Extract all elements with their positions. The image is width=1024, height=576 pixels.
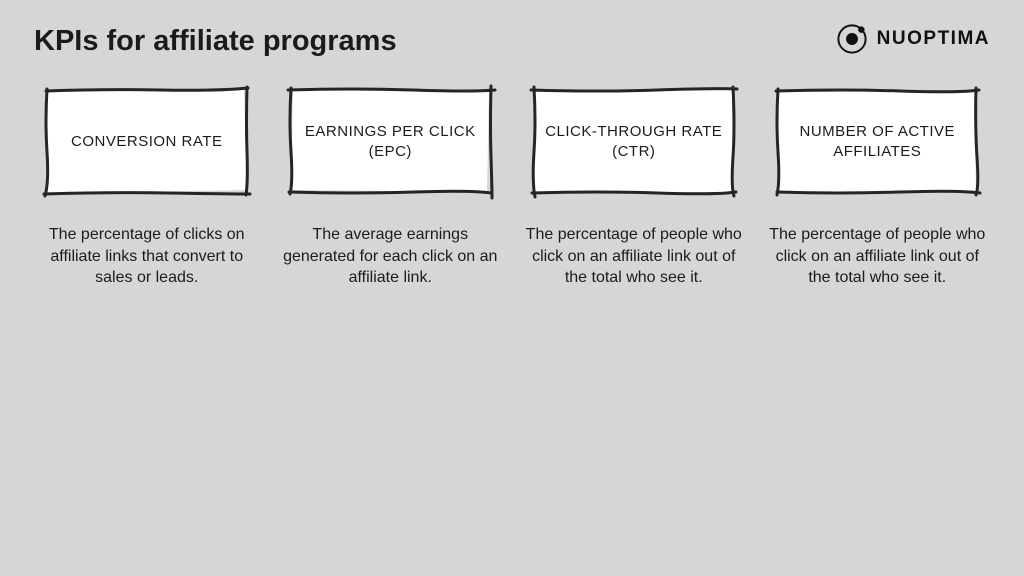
kpi-card-box: EARNINGS PER CLICK (EPC) (283, 82, 497, 202)
kpi-card-desc: The average earnings generated for each … (278, 224, 504, 289)
kpi-card-label: CONVERSION RATE (57, 132, 236, 152)
kpi-card: CONVERSION RATE The percentage of clicks… (34, 82, 260, 289)
slide: KPIs for affiliate programs NUOPTIMA CON… (0, 0, 1024, 576)
kpi-card-label: EARNINGS PER CLICK (EPC) (283, 122, 497, 163)
kpi-card-box: CONVERSION RATE (40, 82, 254, 202)
kpi-card-label: CLICK-THROUGH RATE (CTR) (527, 122, 741, 163)
header: KPIs for affiliate programs NUOPTIMA (34, 24, 990, 58)
kpi-cards-row: CONVERSION RATE The percentage of clicks… (34, 82, 990, 289)
kpi-card-box: NUMBER OF ACTIVE AFFILIATES (770, 82, 984, 202)
kpi-card-desc: The percentage of people who click on an… (521, 224, 747, 289)
kpi-card-desc: The percentage of people who click on an… (765, 224, 991, 289)
kpi-card-label: NUMBER OF ACTIVE AFFILIATES (770, 122, 984, 163)
kpi-card-box: CLICK-THROUGH RATE (CTR) (527, 82, 741, 202)
kpi-card: NUMBER OF ACTIVE AFFILIATES The percenta… (765, 82, 991, 289)
kpi-card-desc: The percentage of clicks on affiliate li… (34, 224, 260, 289)
brand-logo-icon (835, 22, 869, 56)
brand-logo: NUOPTIMA (835, 22, 990, 56)
brand-name: NUOPTIMA (877, 28, 990, 50)
kpi-card: CLICK-THROUGH RATE (CTR) The percentage … (521, 82, 747, 289)
slide-title: KPIs for affiliate programs (34, 24, 397, 58)
kpi-card: EARNINGS PER CLICK (EPC) The average ear… (278, 82, 504, 289)
